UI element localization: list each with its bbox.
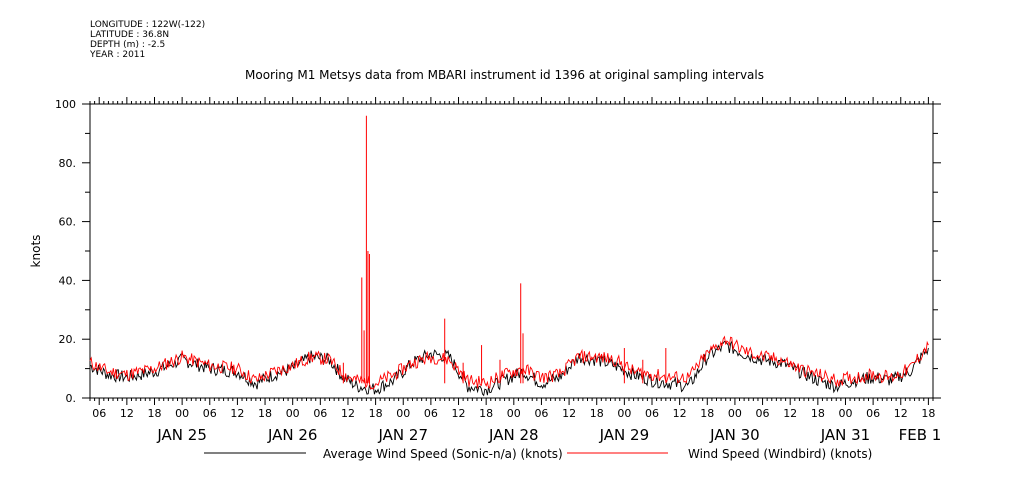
x-day-label: JAN 31	[820, 426, 871, 444]
x-tick-label: 18	[479, 407, 493, 420]
x-tick-label: 06	[92, 407, 106, 420]
x-tick-label: 12	[120, 407, 134, 420]
y-tick-label: 0.	[66, 392, 77, 405]
x-tick-label: 12	[452, 407, 466, 420]
x-day-label: JAN 26	[267, 426, 318, 444]
x-day-label: JAN 29	[599, 426, 650, 444]
series-line-0	[89, 340, 929, 397]
meta-latitude: LATITUDE : 36.8N	[90, 30, 170, 40]
y-axis-label: knots	[29, 235, 43, 268]
meta-longitude: LONGITUDE : 122W(-122)	[90, 20, 206, 30]
axis-labels: 0. 20. 40. 60. 80. 100 knots 06 12 18 00 JAN 25 06 12…	[29, 98, 941, 444]
legend-label-0: Average Wind Speed (Sonic-n/a) (knots)	[323, 447, 563, 461]
x-tick-label: 12	[562, 407, 576, 420]
plot-axes	[82, 97, 941, 405]
legend-label-1: Wind Speed (Windbird) (knots)	[688, 447, 872, 461]
x-tick-label: 18	[369, 407, 383, 420]
meta-year: YEAR : 2011	[90, 50, 146, 60]
x-tick-label: 00	[617, 407, 631, 420]
y-tick-label: 20.	[59, 333, 77, 346]
legend: Average Wind Speed (Sonic-n/a) (knots) Wi…	[204, 447, 872, 461]
x-tick-label: 00	[286, 407, 300, 420]
x-tick-label: 00	[175, 407, 189, 420]
x-tick-label: 18	[921, 407, 935, 420]
x-tick-label: 18	[147, 407, 161, 420]
x-tick-label: 06	[534, 407, 548, 420]
x-tick-label: 18	[590, 407, 604, 420]
x-tick-label: 06	[424, 407, 438, 420]
x-tick-label: 06	[866, 407, 880, 420]
x-day-label: FEB 1	[899, 426, 942, 444]
x-tick-label: 00	[396, 407, 410, 420]
x-tick-label: 06	[645, 407, 659, 420]
x-tick-label: 06	[756, 407, 770, 420]
x-tick-label: 18	[811, 407, 825, 420]
x-tick-label: 12	[673, 407, 687, 420]
x-tick-label: 00	[728, 407, 742, 420]
plot-series	[89, 115, 929, 397]
x-day-label: JAN 30	[709, 426, 760, 444]
x-tick-label: 06	[203, 407, 217, 420]
chart-title: Mooring M1 Metsys data from MBARI instru…	[245, 68, 764, 82]
y-tick-label: 40.	[59, 274, 77, 287]
series-line-1	[89, 335, 929, 390]
y-tick-label: 60.	[59, 216, 77, 229]
x-day-label: JAN 25	[156, 426, 207, 444]
x-day-label: JAN 28	[488, 426, 539, 444]
x-day-label: JAN 27	[377, 426, 428, 444]
plot-frame	[89, 103, 934, 399]
x-tick-label: 12	[341, 407, 355, 420]
x-tick-label: 18	[700, 407, 714, 420]
x-tick-label: 12	[230, 407, 244, 420]
meta-depth: DEPTH (m) : -2.5	[90, 40, 166, 50]
y-tick-label: 100	[55, 98, 76, 111]
x-tick-label: 12	[783, 407, 797, 420]
y-tick-label: 80.	[59, 157, 77, 170]
x-tick-label: 00	[507, 407, 521, 420]
x-tick-label: 00	[838, 407, 852, 420]
x-tick-label: 12	[894, 407, 908, 420]
x-tick-label: 06	[313, 407, 327, 420]
station-metadata: LONGITUDE : 122W(-122) LATITUDE : 36.8N …	[90, 20, 205, 60]
x-tick-label: 18	[258, 407, 272, 420]
